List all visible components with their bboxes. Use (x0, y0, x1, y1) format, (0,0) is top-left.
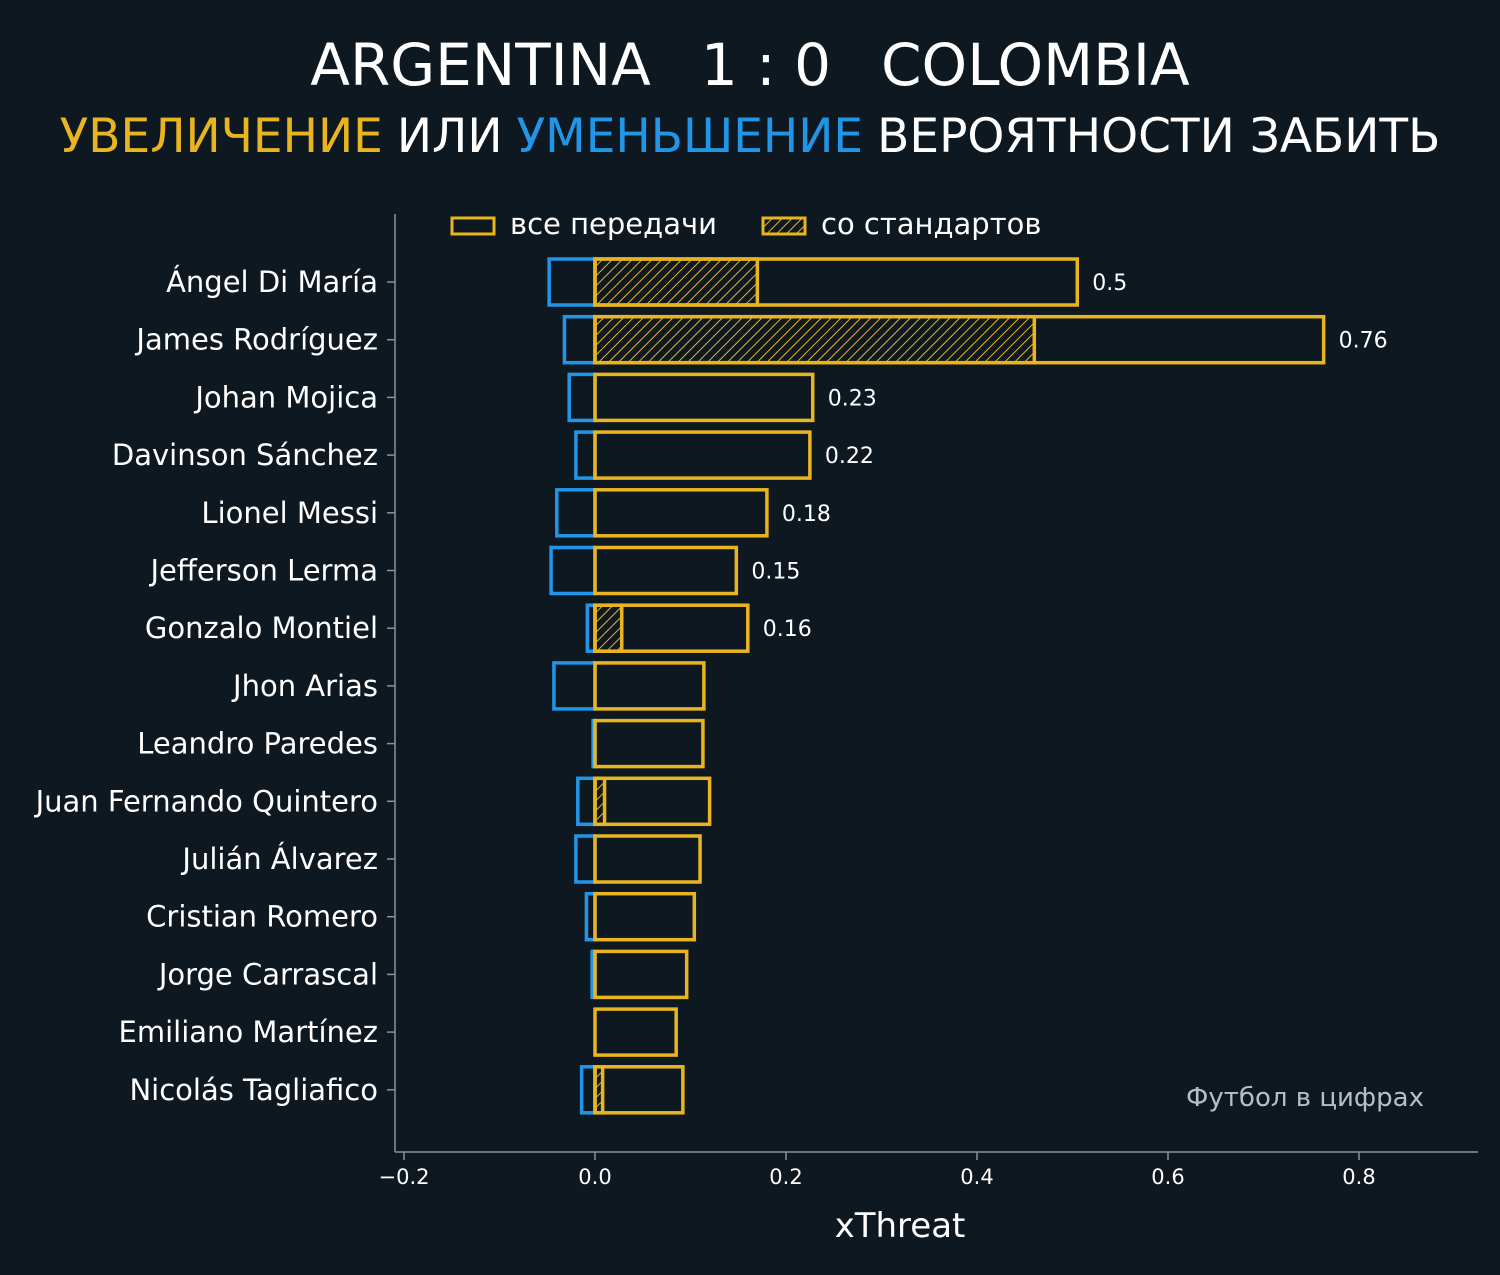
bar-all-passes (593, 949, 689, 1000)
score: 1 : 0 (701, 31, 831, 99)
x-ticks: −0.2 0.0 0.2 0.4 0.6 0.8 (379, 1152, 1376, 1189)
player-label: Gonzalo Montiel (145, 611, 378, 645)
bars-group: 0.5 0.76 0.23 0.22 0.18 0.15 0.16 (547, 257, 1388, 1115)
value-label: 0.22 (825, 444, 874, 469)
x-tick-label: 0.0 (578, 1165, 611, 1189)
bar-all-passes (593, 430, 812, 480)
legend-swatch-all-passes (450, 216, 496, 236)
bar-negative (576, 776, 597, 827)
bar-negative (547, 257, 597, 307)
bar-all-passes (593, 1007, 678, 1057)
value-label: 0.5 (1092, 271, 1127, 296)
bar-negative (579, 1065, 597, 1115)
player-label: Leandro Paredes (137, 727, 378, 761)
subtitle-decrease: УМЕНЬШЕНИЕ (517, 109, 864, 164)
player-label: Cristian Romero (146, 900, 378, 934)
value-label: 0.23 (828, 386, 877, 411)
bar-negative (567, 372, 597, 423)
bar-negative (549, 545, 597, 596)
player-label: Jefferson Lerma (148, 554, 378, 588)
bar-set-pieces (593, 314, 1037, 365)
player-label: Johan Mojica (193, 380, 378, 414)
bar-all-passes (593, 718, 705, 769)
subtitle-increase: УВЕЛИЧЕНИЕ (60, 109, 383, 164)
bar-negative (552, 661, 597, 711)
value-label: 0.18 (782, 502, 831, 527)
bar-set-pieces (593, 603, 624, 653)
chart-title: ARGENTINA 1 : 0 COLOMBIA (310, 31, 1190, 99)
x-tick-label: 0.6 (1151, 1165, 1184, 1189)
home-team: ARGENTINA (310, 31, 651, 99)
bar-all-passes (593, 257, 1080, 307)
player-label: Nicolás Tagliafico (129, 1073, 378, 1107)
x-tick-label: 0.4 (960, 1165, 993, 1189)
player-label: Julián Álvarez (180, 842, 378, 876)
bar-all-passes (593, 661, 706, 711)
bar-all-passes (593, 891, 697, 942)
value-label: 0.16 (763, 617, 812, 642)
bar-all-passes (593, 834, 702, 884)
legend: все передачи со стандартов (450, 207, 1041, 241)
bar-all-passes (593, 603, 750, 653)
x-tick-label: 0.2 (769, 1165, 802, 1189)
bar-negative (574, 430, 597, 480)
x-tick-label: −0.2 (379, 1165, 430, 1189)
legend-label-set-pieces: со стандартов (821, 207, 1041, 241)
player-label: Ángel Di María (166, 265, 378, 299)
value-label: 0.15 (751, 560, 800, 585)
chart-subtitle: УВЕЛИЧЕНИЕ ИЛИ УМЕНЬШЕНИЕ ВЕРОЯТНОСТИ ЗАБИТ… (60, 109, 1441, 164)
player-label: Juan Fernando Quintero (34, 784, 378, 818)
x-axis-label: xThreat (835, 1206, 966, 1246)
bar-all-passes (593, 1065, 685, 1115)
credit-text: Футбол в цифрах (1186, 1083, 1424, 1113)
legend-swatch-set-pieces (761, 216, 807, 236)
player-label: Lionel Messi (201, 496, 378, 530)
bar-negative (574, 834, 597, 884)
player-label: Davinson Sánchez (112, 438, 378, 472)
bar-all-passes (593, 488, 769, 538)
y-tick-labels: Ángel Di María James Rodríguez Johan Mojic… (34, 265, 395, 1107)
player-label: Jhon Arias (231, 669, 378, 703)
value-label: 0.76 (1339, 329, 1388, 354)
subtitle-or: ИЛИ (397, 109, 503, 164)
bar-all-passes (593, 776, 712, 827)
bar-set-pieces (593, 257, 760, 307)
subtitle-rest: ВЕРОЯТНОСТИ ЗАБИТЬ (877, 109, 1440, 164)
bar-negative (562, 314, 597, 365)
legend-label-all-passes: все передачи (510, 207, 717, 241)
bar-all-passes (593, 545, 739, 596)
away-team: COLOMBIA (881, 31, 1190, 99)
player-label: James Rodríguez (134, 323, 378, 357)
bar-all-passes (593, 372, 815, 423)
bar-negative (555, 488, 597, 538)
player-label: Jorge Carrascal (157, 957, 378, 991)
player-label: Emiliano Martínez (119, 1015, 378, 1049)
x-tick-label: 0.8 (1342, 1165, 1375, 1189)
bar-all-passes (593, 314, 1326, 365)
